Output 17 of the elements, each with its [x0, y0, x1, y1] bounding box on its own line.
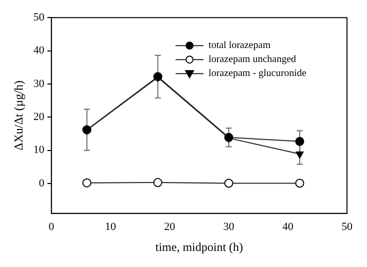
x-axis-title: time, midpoint (h)	[155, 240, 244, 254]
y-tick-label: 30	[33, 78, 45, 90]
y-tick-label: 50	[33, 11, 45, 24]
legend-label: lorazepam unchanged	[208, 54, 296, 66]
y-tick-label: 10	[33, 144, 45, 156]
x-tick-label: 0	[48, 220, 55, 233]
y-tick-label: 40	[33, 44, 45, 57]
x-tick-label: 10	[105, 220, 117, 233]
x-tick-label: 40	[282, 220, 294, 233]
x-tick-label: 50	[342, 220, 353, 233]
x-tick-label: 30	[223, 220, 235, 233]
y-tick-label: 20	[33, 111, 45, 124]
y-axis-title: ΔXu/Δt (µg/h)	[11, 80, 26, 151]
legend-label: total lorazepam	[208, 40, 271, 52]
y-tick-label: 0	[38, 177, 45, 190]
legend-label: lorazepam - glucuronide	[208, 68, 307, 80]
x-tick-label: 20	[164, 220, 176, 233]
